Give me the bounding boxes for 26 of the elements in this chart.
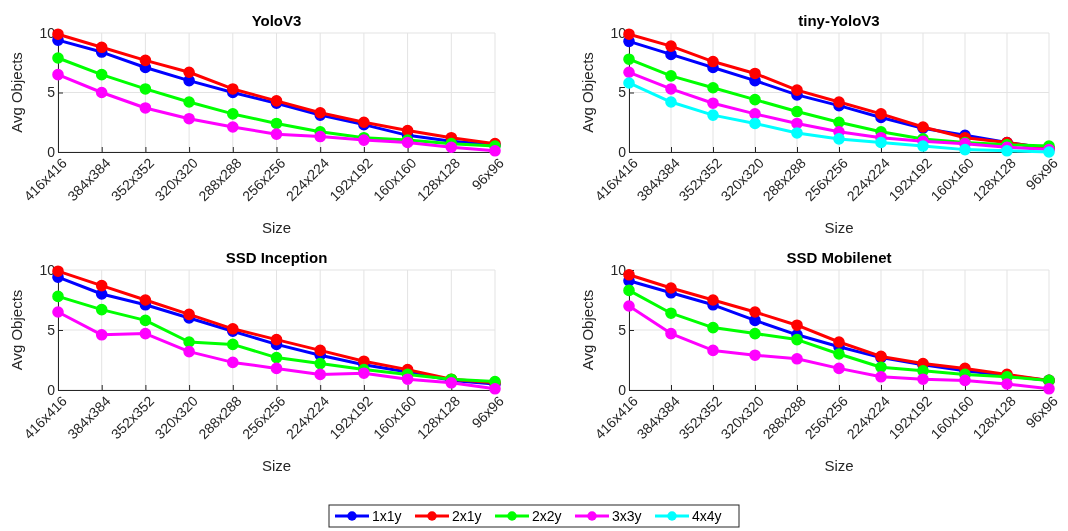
x-axis-title: Size [824, 219, 854, 236]
legend-label: 4x4y [692, 508, 722, 524]
y-tick-label: 0 [47, 143, 56, 160]
y-tick-label: 5 [618, 84, 627, 101]
y-tick-label: 5 [47, 321, 56, 338]
y-tick-label: 5 [618, 321, 627, 338]
y-axis-title: Avg Objects [8, 289, 25, 371]
y-axis-title: Avg Objects [579, 289, 596, 371]
y-tick-label: 0 [47, 381, 56, 398]
y-tick-label: 10 [610, 261, 627, 278]
legend-label: 1x1y [372, 508, 402, 524]
y-tick-label: 0 [618, 143, 627, 160]
x-axis-title: Size [261, 457, 292, 474]
y-axis-title: Avg Objects [8, 52, 25, 133]
y-tick-label: 5 [47, 84, 56, 101]
chart-title: YoloV3 [251, 12, 302, 29]
x-axis-title: Size [261, 219, 292, 236]
legend-label: 2x2y [532, 508, 562, 524]
y-axis-title: Avg Objects [579, 52, 596, 133]
legend-label: 2x1y [452, 508, 482, 524]
legend-label: 3x3y [612, 508, 642, 524]
x-axis-title: Size [824, 457, 854, 474]
chart-title: tiny-YoloV3 [798, 12, 880, 29]
chart-title: SSD Inception [225, 249, 328, 266]
y-tick-label: 0 [618, 381, 627, 398]
chart-title: SSD Mobilenet [786, 249, 892, 266]
